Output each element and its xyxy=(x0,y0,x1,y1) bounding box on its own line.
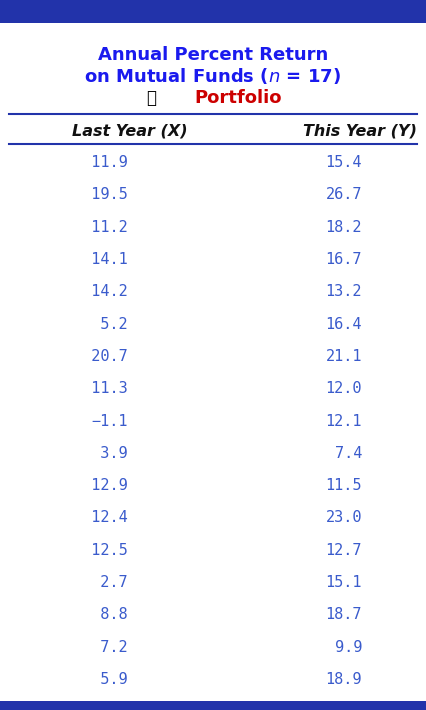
Text: 12.7: 12.7 xyxy=(325,542,362,558)
FancyBboxPatch shape xyxy=(0,701,426,710)
Text: 📂: 📂 xyxy=(146,89,156,107)
Text: 9.9: 9.9 xyxy=(335,640,362,655)
Text: 15.1: 15.1 xyxy=(325,575,362,590)
Text: 11.3: 11.3 xyxy=(73,381,128,396)
Text: 5.2: 5.2 xyxy=(82,317,128,332)
Text: 18.9: 18.9 xyxy=(325,672,362,687)
Text: 26.7: 26.7 xyxy=(325,187,362,202)
Text: 12.4: 12.4 xyxy=(73,510,128,525)
Text: 11.5: 11.5 xyxy=(325,478,362,493)
Text: 7.4: 7.4 xyxy=(335,446,362,461)
Text: 23.0: 23.0 xyxy=(325,510,362,525)
Text: 13.2: 13.2 xyxy=(325,284,362,300)
Text: 12.9: 12.9 xyxy=(73,478,128,493)
Text: 14.2: 14.2 xyxy=(73,284,128,300)
Text: on Mutual Funds (n = 17): on Mutual Funds (n = 17) xyxy=(0,709,1,710)
Text: 15.4: 15.4 xyxy=(325,155,362,170)
Text: 2.7: 2.7 xyxy=(82,575,128,590)
Text: 14.1: 14.1 xyxy=(73,252,128,267)
Text: 7.2: 7.2 xyxy=(82,640,128,655)
Text: 21.1: 21.1 xyxy=(325,349,362,364)
Text: 12.1: 12.1 xyxy=(325,413,362,429)
Text: 20.7: 20.7 xyxy=(73,349,128,364)
Text: on Mutual Funds ($n$ = 17): on Mutual Funds ($n$ = 17) xyxy=(84,66,342,86)
Text: −1.1: −1.1 xyxy=(91,413,128,429)
Text: 5.9: 5.9 xyxy=(82,672,128,687)
Text: 8.8: 8.8 xyxy=(82,607,128,623)
Text: 11.2: 11.2 xyxy=(73,219,128,235)
Text: 12.0: 12.0 xyxy=(325,381,362,396)
Text: 16.4: 16.4 xyxy=(325,317,362,332)
Text: 3.9: 3.9 xyxy=(82,446,128,461)
FancyBboxPatch shape xyxy=(0,0,426,23)
Text: Annual Percent Return: Annual Percent Return xyxy=(98,46,328,65)
Text: 19.5: 19.5 xyxy=(73,187,128,202)
Text: 11.9: 11.9 xyxy=(73,155,128,170)
Text: 18.7: 18.7 xyxy=(325,607,362,623)
Text: 18.2: 18.2 xyxy=(325,219,362,235)
Text: Last Year (X): Last Year (X) xyxy=(72,124,188,139)
Text: This Year (Y): This Year (Y) xyxy=(303,124,417,139)
Text: 12.5: 12.5 xyxy=(73,542,128,558)
Text: 16.7: 16.7 xyxy=(325,252,362,267)
Text: Portfolio: Portfolio xyxy=(195,89,282,107)
